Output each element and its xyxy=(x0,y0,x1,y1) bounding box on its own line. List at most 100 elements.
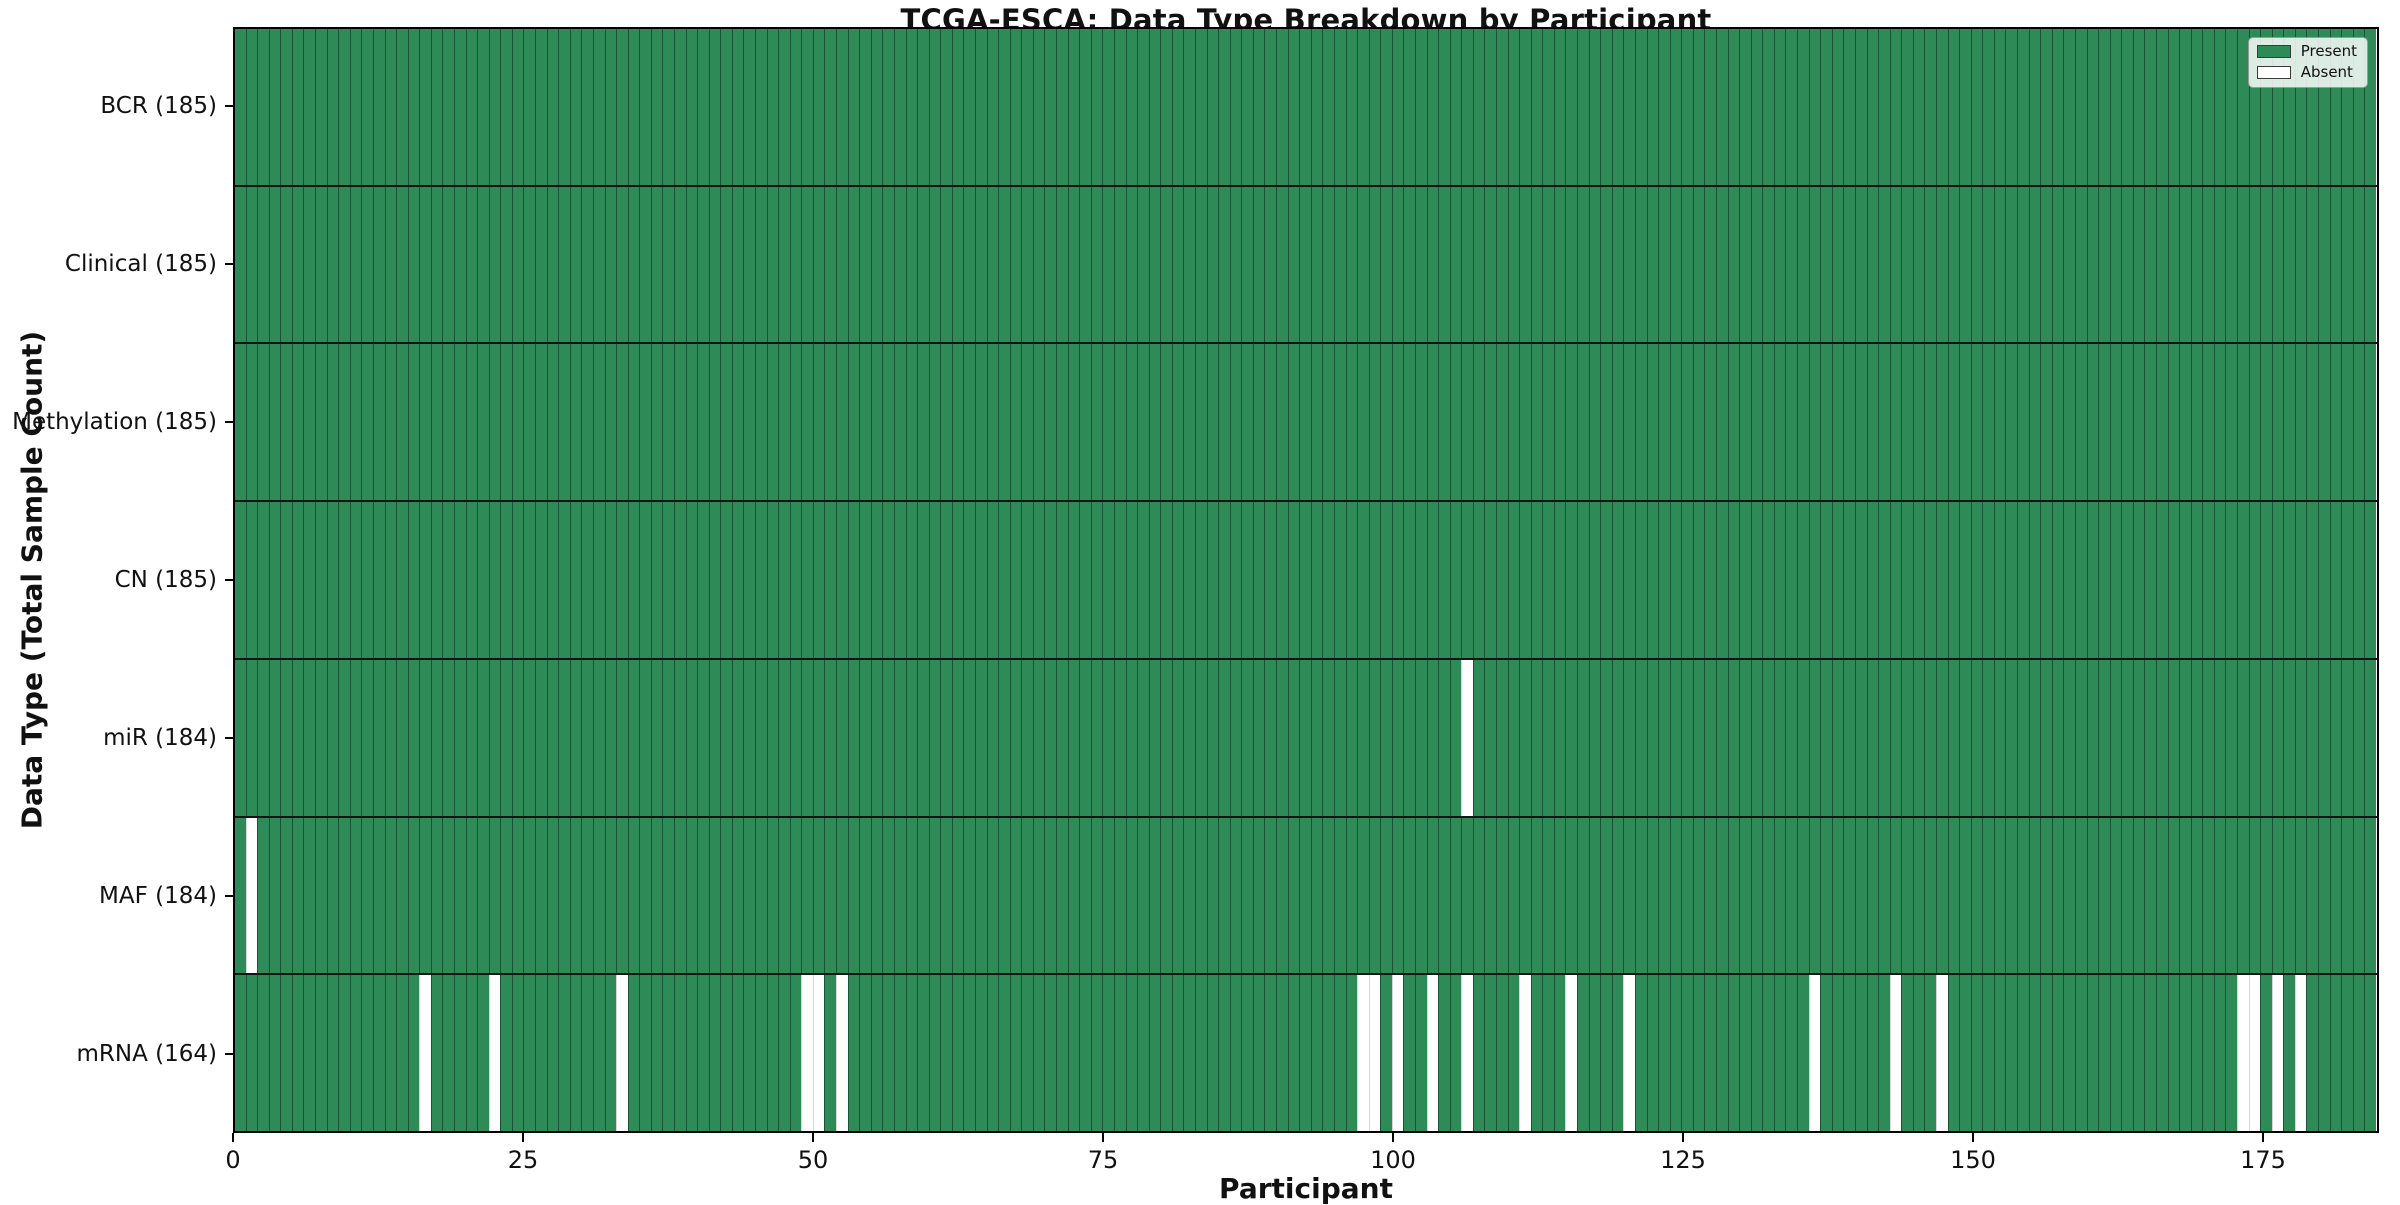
present-cell xyxy=(1472,502,1485,658)
present-cell xyxy=(1241,186,1253,343)
present-cell xyxy=(500,29,512,185)
present-cell xyxy=(2271,502,2284,658)
present-cell xyxy=(859,502,871,658)
present-cell xyxy=(2086,502,2099,658)
present-cell xyxy=(581,502,593,658)
present-cell xyxy=(338,502,350,658)
present-cell xyxy=(1785,817,1798,974)
present-cell xyxy=(2121,659,2133,816)
present-cell xyxy=(673,659,686,816)
present-cell xyxy=(1194,29,1207,185)
present-cell xyxy=(1102,29,1114,185)
present-cell xyxy=(2202,659,2214,816)
present-cell xyxy=(1959,29,1971,185)
present-cell xyxy=(627,344,640,501)
present-cell xyxy=(1820,29,1832,185)
present-cell xyxy=(535,29,547,185)
present-cell xyxy=(500,502,512,658)
present-cell xyxy=(1727,502,1740,658)
present-cell xyxy=(1646,29,1659,185)
present-cell xyxy=(905,817,918,974)
present-cell xyxy=(893,502,906,658)
present-cell xyxy=(1160,975,1172,1132)
present-cell xyxy=(836,29,848,185)
present-cell xyxy=(1565,817,1578,974)
present-cell xyxy=(1993,344,2006,501)
present-cell xyxy=(235,502,246,658)
present-cell xyxy=(1125,344,1138,501)
present-cell xyxy=(1542,817,1554,974)
present-cell xyxy=(673,817,686,974)
present-cell xyxy=(303,502,316,658)
present-cell xyxy=(1160,817,1172,974)
present-cell xyxy=(1866,659,1879,816)
present-cell xyxy=(2329,817,2342,974)
legend-swatch-present xyxy=(2256,45,2291,58)
present-cell xyxy=(1588,659,1601,816)
present-cell xyxy=(731,29,744,185)
present-cell xyxy=(1611,344,1624,501)
present-cell xyxy=(1577,502,1589,658)
present-cell xyxy=(1090,344,1103,501)
present-cell xyxy=(245,502,258,658)
present-cell xyxy=(1739,975,1751,1132)
absent-cell xyxy=(1391,975,1404,1132)
present-cell xyxy=(488,29,501,185)
present-cell xyxy=(2051,186,2064,343)
present-cell xyxy=(1831,975,1844,1132)
present-cell xyxy=(1160,29,1172,185)
present-cell xyxy=(1056,659,1068,816)
present-cell xyxy=(1333,659,1346,816)
present-cell xyxy=(1264,29,1277,185)
present-cell xyxy=(326,186,339,343)
present-cell xyxy=(1982,344,1994,501)
present-cell xyxy=(1912,29,1925,185)
present-cell xyxy=(1125,659,1138,816)
present-cell xyxy=(1229,186,1242,343)
present-cell xyxy=(1681,817,1693,974)
present-cell xyxy=(1912,502,1925,658)
present-cell xyxy=(2213,817,2226,974)
present-cell xyxy=(2271,659,2284,816)
present-cell xyxy=(1067,502,1080,658)
present-cell xyxy=(1773,344,1786,501)
present-cell xyxy=(1739,659,1751,816)
present-cell xyxy=(2040,975,2052,1132)
present-cell xyxy=(2098,817,2110,974)
heatmap-row-mir xyxy=(235,657,2377,816)
x-tick-label: 100 xyxy=(1370,1146,1416,1174)
present-cell xyxy=(1426,659,1439,816)
present-cell xyxy=(1577,344,1589,501)
present-cell xyxy=(2144,344,2156,501)
present-cell xyxy=(1947,502,1960,658)
present-cell xyxy=(1252,659,1265,816)
present-cell xyxy=(2225,29,2238,185)
present-cell xyxy=(1866,817,1879,974)
absent-cell xyxy=(1357,975,1369,1132)
y-tick-mark xyxy=(225,737,233,739)
present-cell xyxy=(430,659,443,816)
present-cell xyxy=(673,344,686,501)
present-cell xyxy=(1831,502,1844,658)
present-cell xyxy=(1183,344,1195,501)
present-cell xyxy=(2132,659,2145,816)
present-cell xyxy=(1854,502,1867,658)
present-cell xyxy=(1982,29,1994,185)
present-cell xyxy=(2213,344,2226,501)
present-cell xyxy=(1935,186,1948,343)
present-cell xyxy=(697,817,709,974)
present-cell xyxy=(1542,975,1554,1132)
present-cell xyxy=(1345,502,1358,658)
present-cell xyxy=(535,344,547,501)
present-cell xyxy=(2237,186,2249,343)
present-cell xyxy=(824,344,837,501)
present-cell xyxy=(1252,186,1265,343)
present-cell xyxy=(616,502,628,658)
present-cell xyxy=(1449,975,1462,1132)
present-cell xyxy=(430,186,443,343)
present-cell xyxy=(2155,659,2168,816)
present-cell xyxy=(882,29,894,185)
present-cell xyxy=(558,659,570,816)
present-cell xyxy=(1797,817,1809,974)
present-cell xyxy=(326,659,339,816)
